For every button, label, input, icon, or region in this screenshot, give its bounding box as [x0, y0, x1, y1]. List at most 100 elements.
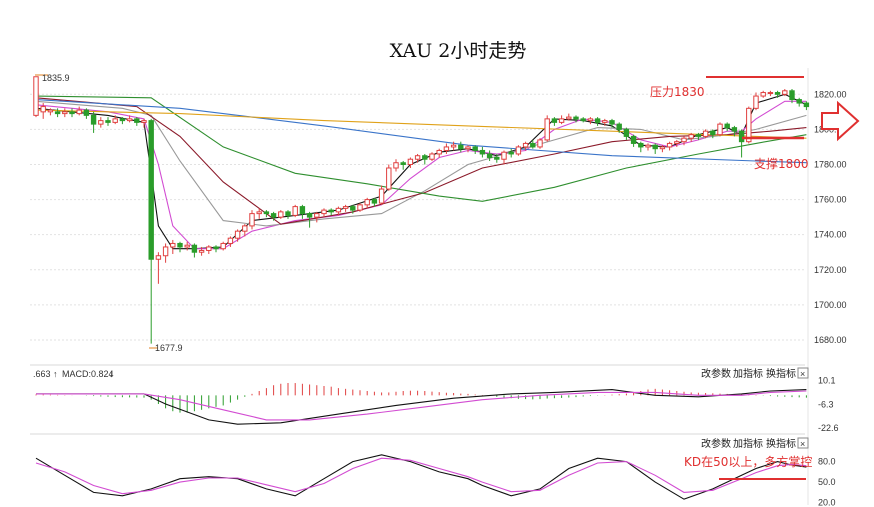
candle-body [299, 206, 306, 215]
kd-k-line [35, 454, 807, 500]
candle-body [155, 255, 162, 260]
candle-body [328, 209, 334, 213]
kd-d-line [35, 457, 807, 495]
candle-body [738, 130, 745, 143]
macd-down-arrow-icon: ↓ [109, 369, 114, 379]
candle-body [33, 76, 39, 116]
kd-lines [35, 454, 807, 500]
candle-body [652, 144, 658, 150]
macd-lines [36, 389, 807, 425]
candle-body [501, 151, 507, 160]
candle-body [587, 118, 594, 122]
candle-body [371, 199, 378, 204]
candle-body [213, 246, 219, 250]
candle-body [105, 120, 111, 123]
candle-body [760, 92, 766, 97]
candle-body [659, 146, 666, 150]
candle-body [609, 120, 615, 125]
candle-body [436, 149, 442, 155]
price-tick-label: 1700.00 [814, 300, 847, 310]
candle-body [789, 90, 795, 101]
candle-body [242, 225, 248, 232]
candle-body [285, 211, 291, 216]
price-tick-label: 1760.00 [814, 195, 847, 205]
price-tick-label: 1740.00 [814, 230, 847, 240]
kd-add-indicator-button[interactable]: 加指标 [733, 437, 763, 450]
chart-title: XAU 2小时走势 [390, 40, 527, 62]
price-grid [30, 93, 805, 341]
candle-body [321, 209, 327, 215]
candle-body [40, 106, 46, 113]
candle-body [695, 134, 702, 137]
candle-body [170, 242, 176, 248]
candle-body [90, 114, 97, 125]
candle-body [76, 109, 82, 115]
low-label: 1677.9 [155, 343, 183, 353]
candle-body [458, 144, 464, 150]
candle-body [666, 142, 673, 148]
candle-body [623, 128, 630, 137]
macd-header-left: .663 [33, 369, 51, 379]
candle-body [537, 139, 543, 148]
candle-body [364, 199, 370, 206]
price-tick-label: 1820.00 [814, 89, 847, 99]
candle-body [566, 116, 572, 120]
candle-body [234, 230, 241, 239]
candle-body [249, 213, 255, 227]
candle-body [522, 142, 529, 148]
support-label: 支撑1800 [754, 156, 809, 171]
candle-body [472, 146, 478, 151]
candle-body [465, 146, 471, 150]
candle-body [206, 246, 212, 251]
candle-body [306, 213, 313, 218]
add-indicator-button[interactable]: 加指标 [733, 367, 763, 380]
candle-body [62, 111, 68, 115]
kd-edit-params-button[interactable]: 改参数 [701, 437, 731, 450]
macd-label: MACD:0.824 [62, 369, 114, 379]
candle-body [350, 206, 356, 211]
macd-axis: 10.1 -6.3 -22.6 [818, 376, 839, 433]
candle-body [386, 167, 392, 190]
candle-body [710, 130, 716, 136]
price-tick-label: 1680.00 [814, 335, 847, 345]
candle-body [645, 144, 651, 148]
kd-switch-indicator-button[interactable]: 换指标 [766, 437, 796, 450]
candle-body [378, 188, 385, 204]
candle-body [98, 120, 104, 125]
macd-close-button[interactable] [797, 367, 809, 379]
moving-average-line [35, 109, 807, 139]
macd-tick-label: -6.3 [818, 399, 834, 409]
candle-body [292, 206, 298, 216]
macd-tick-label: -22.6 [818, 423, 839, 433]
candle-body [256, 211, 262, 215]
resistance-label: 压力1830 [650, 85, 705, 99]
candle-body [702, 130, 709, 137]
macd-close-icon: × [800, 369, 805, 379]
edit-params-button[interactable]: 改参数 [701, 367, 731, 380]
candle-body [400, 162, 406, 165]
candle-body [47, 109, 54, 113]
kd-close-button[interactable] [797, 437, 809, 449]
candle-body [314, 213, 320, 218]
candlesticks [33, 76, 810, 344]
candle-body [573, 116, 579, 120]
candle-body [746, 107, 752, 143]
switch-indicator-button[interactable]: 换指标 [766, 367, 796, 380]
candle-body [616, 123, 622, 130]
candle-body [479, 149, 486, 155]
candle-body [119, 118, 126, 122]
candle-body [731, 127, 738, 132]
high-marker: 1835.9 [35, 73, 70, 83]
candle-body [134, 118, 140, 123]
candle-body [443, 146, 450, 151]
candle-body [674, 141, 680, 144]
price-tick-label: 1780.00 [814, 159, 847, 169]
candle-body [393, 162, 399, 169]
candle-body [191, 244, 198, 253]
candle-body [278, 211, 284, 218]
candle-body [580, 118, 586, 122]
candle-body [450, 144, 457, 148]
candle-body [796, 99, 802, 104]
candle-body [198, 249, 205, 253]
